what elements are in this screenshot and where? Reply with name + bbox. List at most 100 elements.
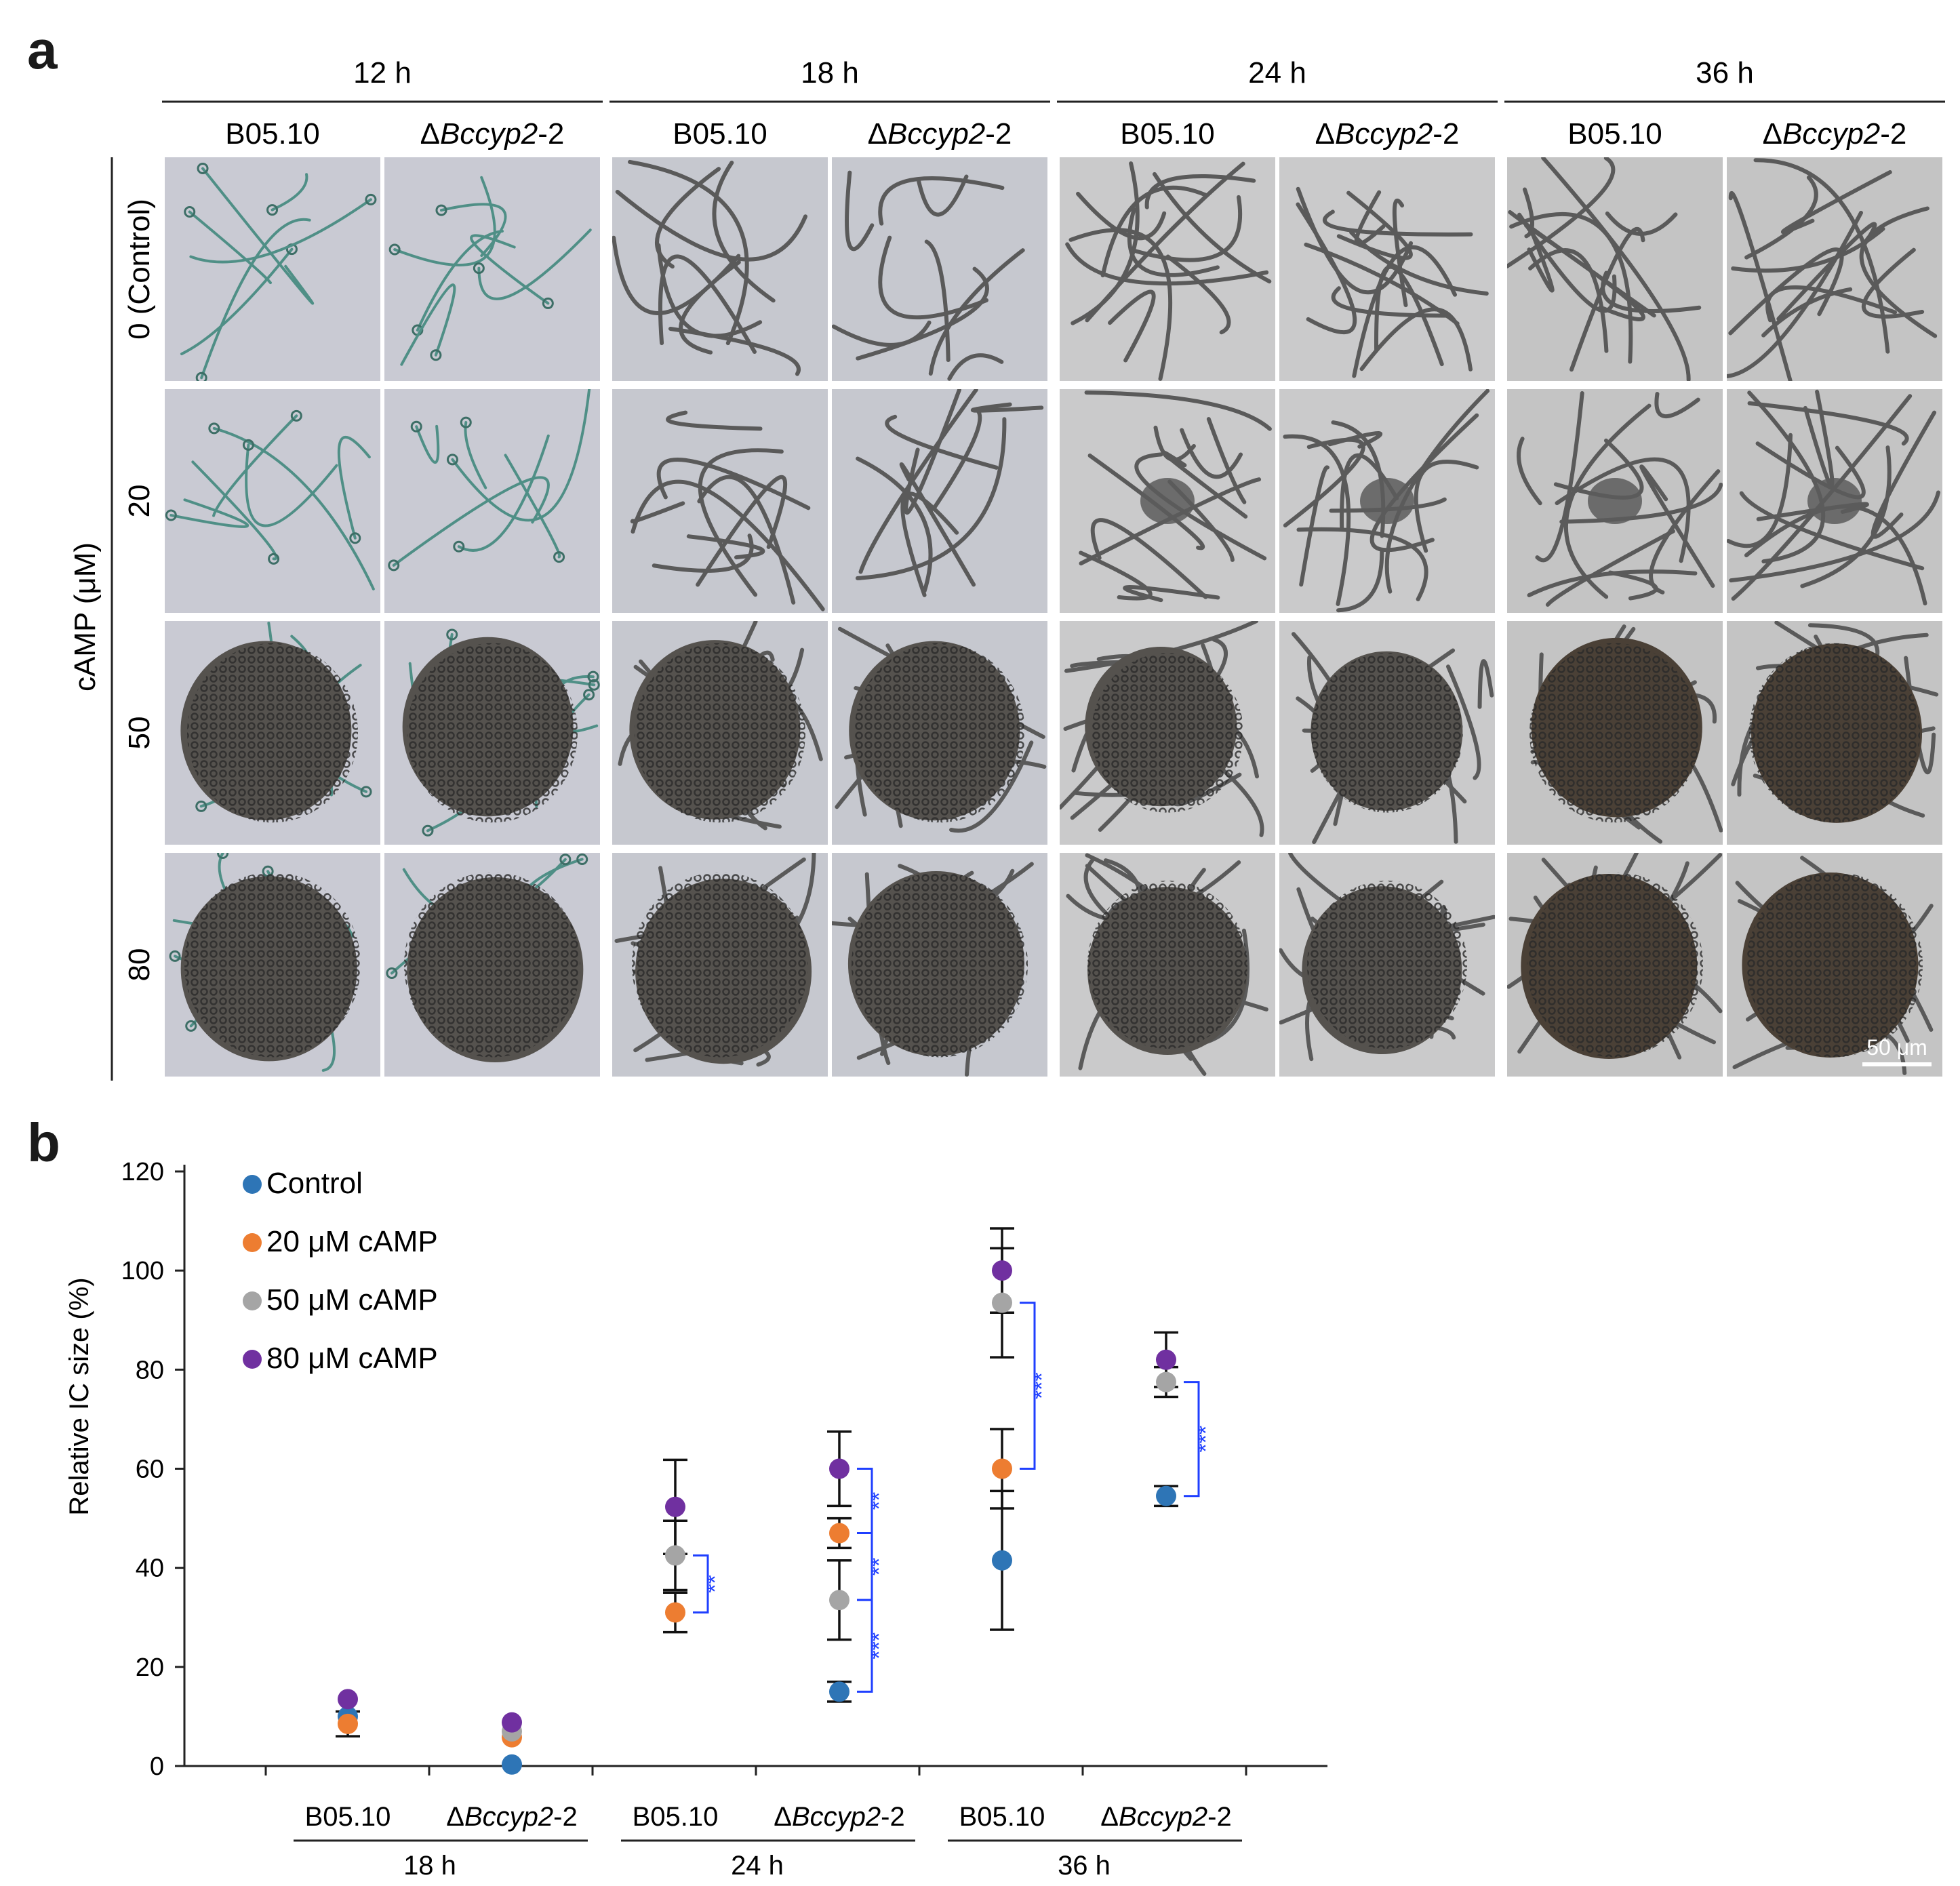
y-tick-label: 60	[136, 1456, 164, 1484]
hypha	[1085, 161, 1245, 323]
strain-header: ΔBccyp2-2	[1315, 117, 1460, 151]
group-label: 36 h	[1058, 1851, 1111, 1881]
cushion-texture	[1311, 653, 1463, 813]
hypha	[439, 203, 507, 257]
hypha	[1522, 187, 1535, 239]
hypha	[1180, 428, 1243, 479]
hypha	[855, 417, 1007, 580]
hypha	[400, 283, 456, 366]
data-point	[992, 1550, 1012, 1571]
significance-bracket	[857, 1599, 873, 1693]
strain-header: ΔBccyp2-2	[868, 117, 1012, 151]
hypha	[212, 426, 375, 590]
cushion-texture	[1087, 881, 1247, 1049]
hypha	[658, 254, 757, 354]
micrograph	[165, 389, 380, 613]
hypha	[191, 460, 278, 561]
micrograph-background	[612, 157, 828, 381]
y-axis-label: Relative IC size (%)	[64, 1277, 94, 1515]
data-point	[992, 1292, 1012, 1313]
hypha-tip	[195, 372, 207, 381]
micrograph	[165, 621, 380, 845]
hypha	[1079, 477, 1262, 566]
hypha	[949, 740, 1034, 833]
time-header: 18 h	[801, 56, 859, 89]
hypha-tip	[386, 967, 398, 979]
micrograph-grid: 12 h B05.10 ΔBccyp2-2 18 h B05.10 ΔBccyp2-2 24…	[68, 56, 1945, 1081]
hypha	[1068, 228, 1173, 381]
panel-a-letter: a	[27, 20, 58, 80]
hypha	[201, 167, 315, 305]
legend-marker	[243, 1350, 262, 1369]
panel-b: b Relative IC size (%) 0 20 40 60 80 100 120 C…	[0, 1112, 1960, 1886]
significance-label: ***	[1029, 1372, 1055, 1399]
hypha	[1477, 659, 1494, 709]
hypha-tip	[242, 439, 254, 451]
hypha	[189, 198, 372, 264]
time-header: 36 h	[1696, 56, 1754, 89]
group-label: 24 h	[731, 1851, 784, 1881]
micrograph	[1060, 853, 1275, 1077]
hypha	[1727, 433, 1793, 548]
hypha	[1517, 212, 1617, 313]
hypha-tip	[587, 670, 599, 683]
micrograph-background	[165, 157, 380, 381]
micrograph	[384, 157, 600, 381]
hypha-tip	[460, 416, 472, 428]
x-category-label: B05.10	[959, 1802, 1045, 1832]
ic-size-chart: Relative IC size (%) 0 20 40 60 80 100 120 Con…	[64, 1158, 1327, 1881]
hypha	[1535, 391, 1584, 563]
hypha	[504, 454, 561, 559]
cushion-texture	[1529, 643, 1700, 823]
hypha-tip	[184, 206, 196, 218]
group-label: 18 h	[403, 1851, 456, 1881]
hypha	[858, 389, 978, 574]
legend-marker	[243, 1233, 262, 1252]
hypha	[245, 443, 338, 527]
cushion-texture	[187, 643, 358, 823]
legend-label: 50 μM cAMP	[266, 1283, 438, 1317]
hypha	[878, 176, 1005, 226]
scale-bar-label: 50 μm	[1866, 1035, 1927, 1060]
hypha	[630, 501, 685, 524]
hypha	[1076, 191, 1167, 241]
hypha	[416, 230, 504, 332]
strain-header: B05.10	[673, 117, 767, 151]
cushion-texture	[407, 643, 578, 823]
hypha	[1517, 437, 1542, 506]
micrograph	[1060, 157, 1275, 381]
data-point	[829, 1458, 849, 1479]
data-point	[1156, 1349, 1176, 1370]
hypha	[1527, 569, 1698, 597]
hypha	[1871, 410, 1937, 539]
hypha-tip	[542, 297, 554, 309]
cushion-texture	[404, 872, 580, 1058]
hypha	[1563, 403, 1652, 599]
hypha	[392, 476, 550, 567]
micrograph	[1279, 621, 1495, 845]
hypha-tip	[195, 800, 207, 812]
hypha	[1528, 248, 1609, 353]
data-point	[992, 1458, 1012, 1479]
early-aggregate	[1807, 478, 1862, 524]
hypha	[1296, 527, 1428, 601]
hypha	[1508, 209, 1656, 318]
hypha	[1654, 392, 1700, 419]
y-tick-label: 40	[136, 1554, 164, 1583]
hypha	[1545, 529, 1675, 607]
hypha	[1728, 247, 1844, 336]
strain-header: ΔBccyp2-2	[1763, 117, 1907, 151]
significance-bracket	[1020, 1302, 1036, 1470]
legend-label: 80 μM cAMP	[266, 1342, 438, 1375]
x-category-label: B05.10	[305, 1802, 391, 1832]
hypha	[1349, 230, 1489, 296]
data-point	[502, 1754, 522, 1775]
micrograph: 50 μm	[1727, 853, 1942, 1077]
data-point	[665, 1496, 685, 1517]
hypha-tip	[185, 1020, 197, 1032]
hypha	[655, 167, 721, 269]
hypha	[1569, 226, 1645, 372]
hypha-tip	[349, 532, 361, 544]
significance-label: **	[702, 1575, 728, 1592]
x-category-label: B05.10	[633, 1802, 719, 1832]
